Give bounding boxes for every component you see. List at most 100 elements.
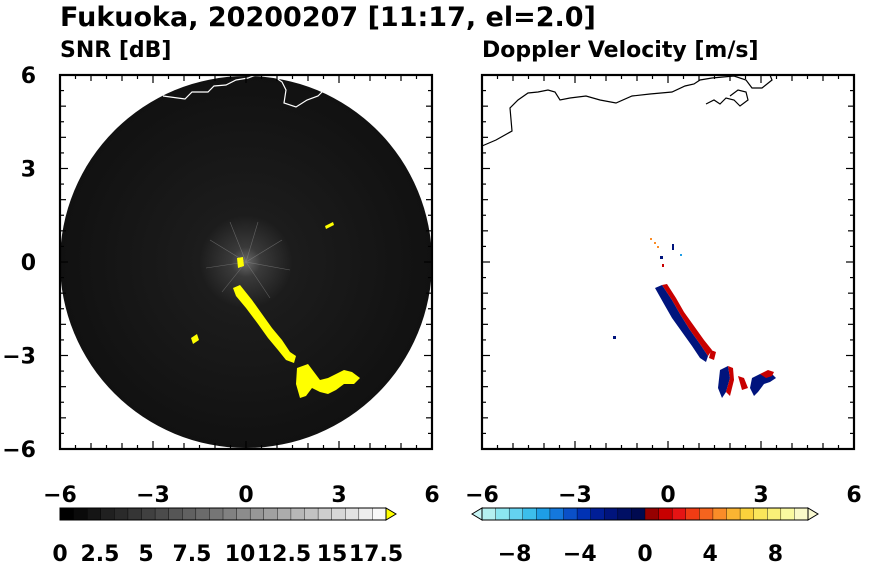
colorbar-swatch [508,507,524,521]
y-tick-label: 0 [21,251,36,276]
snr-panel: SNR [dB] 630−3−6 −6 −3 0 3 6 0 2.5 5 7.5 10 12.5 1… [2,38,439,567]
colorbar-label: 2.5 [81,542,120,567]
y-tick-label: −6 [2,438,36,463]
colorbar-swatch [604,507,619,521]
colorbar-label: 12.5 [257,542,311,567]
doppler-x-tick-labels: −6 −3 0 3 6 [465,483,862,508]
colorbar-swatch [277,507,292,521]
x-tick-label: 6 [846,483,861,508]
colorbar-swatch [658,507,673,521]
snr-colorbar-labels: 0 2.5 5 7.5 10 12.5 15 17.5 [52,542,403,567]
colorbar-swatch [780,507,795,521]
colorbar-label: −4 [563,542,597,567]
colorbar-swatch [59,507,75,521]
colorbar-swatch [141,507,156,521]
colorbar-label: 17.5 [349,542,403,567]
colorbar-swatch [331,507,346,521]
colorbar-swatch [794,507,809,521]
colorbar-swatch [495,507,510,521]
colorbar-swatch [481,507,497,521]
snr-y-tick-labels: 6 3 0 −3 −6 [2,64,36,463]
x-tick-label: −3 [136,483,170,508]
snr-x-tick-labels: −6 −3 0 3 6 [43,483,440,508]
doppler-coastline [481,74,773,147]
y-tick-label: 6 [21,64,36,89]
colorbar-swatch [617,507,632,521]
colorbar-swatch [712,507,728,521]
colorbar-swatch [739,507,755,521]
snr-plot-frame [58,73,434,451]
snr-center-clutter [205,221,291,299]
doppler-colorbar [471,507,819,521]
colorbar-swatch [699,507,714,521]
colorbar-label: 4 [703,542,718,567]
colorbar-frame [59,507,387,521]
doppler-plot-frame [480,73,856,451]
colorbar-label: 7.5 [173,542,212,567]
colorbar-swatch [358,507,373,521]
colorbar-swatch [263,507,278,521]
colorbar-swatch [290,507,305,521]
colorbar-swatch [536,507,551,521]
colorbar-label: 5 [138,542,153,567]
doppler-coastline-hook [705,89,749,107]
colorbar-swatch [576,507,592,521]
x-tick-label: 6 [424,483,439,508]
snr-colorbar [59,507,397,521]
colorbar-swatch [317,507,333,521]
colorbar-over-arrow [807,507,819,521]
doppler-echo-band [613,238,776,398]
colorbar-under-arrow [471,507,483,521]
colorbar-swatch [249,507,265,521]
colorbar-swatch [304,507,319,521]
colorbar-swatch [522,507,537,521]
x-tick-label: −6 [43,483,77,508]
colorbar-swatch [644,507,660,521]
colorbar-swatch [154,507,170,521]
snr-panel-title: SNR [dB] [60,38,171,63]
colorbar-label: 8 [768,542,783,567]
colorbar-swatch [631,507,646,521]
x-tick-label: 0 [238,483,253,508]
colorbar-swatch [767,507,782,521]
colorbar-frame [481,507,809,521]
colorbar-over-arrow [385,507,397,521]
x-tick-label: −6 [465,483,499,508]
colorbar-label: 15 [317,542,348,567]
colorbar-swatch [73,507,88,521]
y-tick-label: 3 [21,158,36,183]
figure-title: Fukuoka, 20200207 [11:17, el=2.0] [60,2,596,33]
colorbar-swatch [236,507,251,521]
colorbar-swatch [345,507,360,521]
doppler-panel-title: Doppler Velocity [m/s] [482,38,759,63]
colorbar-swatch [127,507,142,521]
colorbar-swatch [168,507,183,521]
colorbar-swatch [753,507,768,521]
colorbar-swatch [114,507,129,521]
colorbar-swatch [195,507,210,521]
doppler-colorbar-labels: −8 −4 0 4 8 [498,542,783,567]
colorbar-swatch [222,507,238,521]
x-tick-label: −3 [558,483,592,508]
colorbar-swatch [726,507,741,521]
colorbar-label: −8 [498,542,532,567]
colorbar-swatch [685,507,700,521]
colorbar-swatch [549,507,565,521]
colorbar-label: 0 [52,542,67,567]
colorbar-swatch [372,507,387,521]
colorbar-swatch [590,507,605,521]
doppler-panel: Doppler Velocity [m/s] −6 −3 0 3 6 −8 −4 0 4 8 [465,38,862,567]
doppler-plot-area [482,75,854,449]
x-tick-label: 3 [753,483,768,508]
colorbar-swatch [671,507,687,521]
colorbar-swatch [209,507,224,521]
snr-echo-band [191,222,360,398]
y-tick-label: −3 [2,345,36,370]
colorbar-swatch [182,507,197,521]
colorbar-swatch [563,507,578,521]
colorbar-swatch [86,507,102,521]
x-tick-label: 0 [660,483,675,508]
colorbar-swatch [100,507,115,521]
x-tick-label: 3 [331,483,346,508]
colorbar-label: 10 [225,542,256,567]
